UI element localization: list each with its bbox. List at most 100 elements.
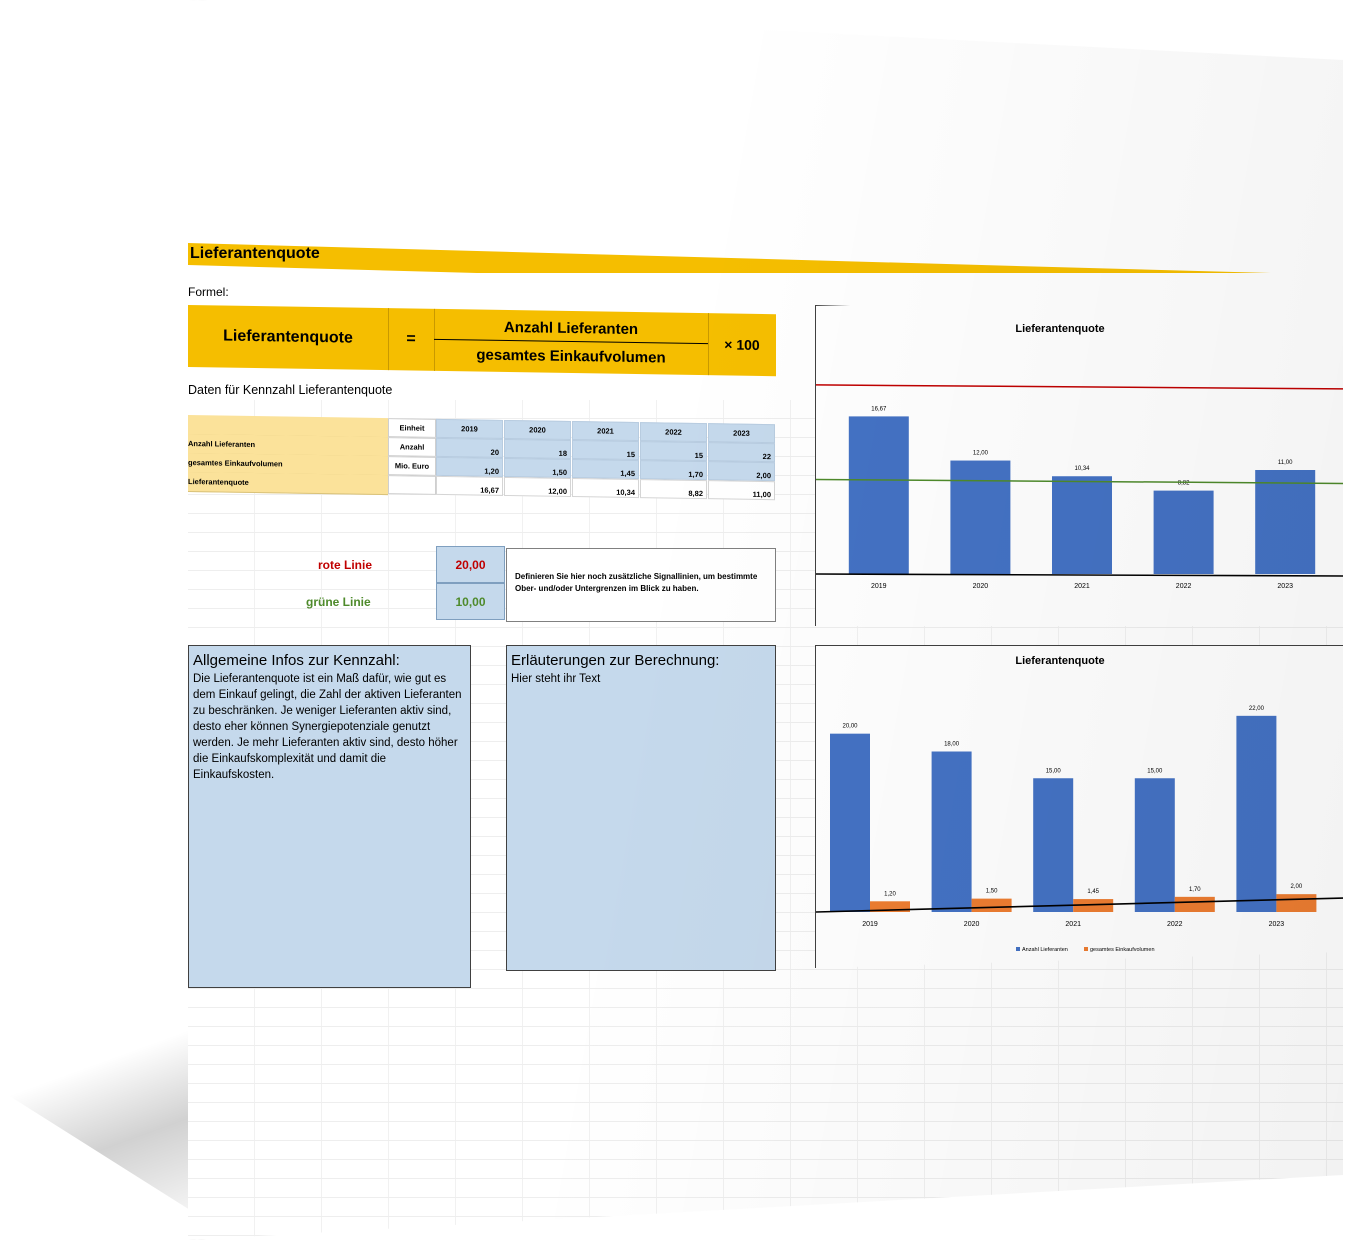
bar: [1255, 470, 1316, 574]
data-cell[interactable]: 1,45: [572, 459, 639, 480]
bar-suppliers: [1033, 778, 1074, 912]
data-label: 1,45: [1087, 889, 1099, 895]
year-header[interactable]: 2021: [572, 421, 639, 442]
x-tick-label: 2021: [1074, 583, 1090, 590]
bar: [848, 416, 909, 574]
red-signal-line: [816, 384, 1343, 390]
x-tick-label: 2022: [1167, 921, 1183, 928]
bar-volume: [1174, 896, 1215, 912]
bar-volume: [870, 901, 910, 912]
data-label: 10,34: [1074, 466, 1090, 472]
bar-volume: [1073, 899, 1114, 912]
green-line-label: grüne Linie: [306, 595, 371, 609]
data-label: 1,20: [884, 891, 896, 897]
x-tick-label: 2020: [973, 583, 989, 590]
data-cell[interactable]: 1,50: [504, 457, 571, 479]
formula-multiplier: × 100: [724, 336, 760, 353]
general-info-text: Die Lieferantenquote ist ein Maß dafür, …: [193, 673, 462, 781]
red-line-input[interactable]: 20,00: [436, 546, 505, 583]
row-unit[interactable]: [388, 475, 436, 495]
legend-swatch-volume: [1084, 947, 1088, 951]
title-bar: [188, 243, 1343, 273]
x-tick-label: 2020: [964, 921, 980, 928]
data-label: 18,00: [944, 742, 960, 748]
x-tick-label: 2019: [862, 921, 878, 928]
data-cell[interactable]: 18: [504, 438, 571, 460]
data-label: 15,00: [1046, 768, 1062, 774]
formula-label: Formel:: [188, 285, 229, 299]
x-tick-label: 2023: [1269, 921, 1285, 928]
legend-label-volume: gesamtes Einkaufvolumen: [1090, 947, 1155, 953]
components-chart-svg: Lieferantenquote 20,00 1,20 2019 18,00 1,50 20…: [816, 655, 1343, 953]
bar-suppliers: [1134, 778, 1175, 912]
row-unit[interactable]: Mio. Euro: [388, 456, 436, 476]
data-cell[interactable]: 1,70: [640, 460, 707, 481]
result-cell[interactable]: 11,00: [708, 480, 775, 501]
bar: [1052, 476, 1112, 574]
ratio-chart-svg: Lieferantenquote 16,67 2019 12,00 2020 10,34 2…: [816, 323, 1343, 590]
ratio-chart[interactable]: Lieferantenquote 16,67 2019 12,00 2020 10,34 2…: [815, 305, 1343, 626]
general-info-heading: Allgemeine Infos zur Kennzahl:: [193, 652, 400, 669]
data-cell[interactable]: 2,00: [708, 461, 775, 482]
bar-suppliers: [830, 733, 870, 912]
formula-name: Lieferantenquote: [188, 305, 389, 371]
bar-volume: [1276, 894, 1317, 912]
unit-header[interactable]: Einheit: [388, 418, 436, 438]
data-label: 22,00: [1249, 706, 1265, 712]
bar-suppliers: [931, 751, 972, 912]
general-info-box[interactable]: Allgemeine Infos zur Kennzahl: Die Liefe…: [188, 645, 471, 988]
year-header[interactable]: 2020: [504, 419, 571, 441]
x-tick-label: 2021: [1065, 921, 1081, 928]
data-label: 1,70: [1189, 887, 1201, 893]
legend-swatch-suppliers: [1016, 947, 1020, 951]
chart-title: Lieferantenquote: [1015, 323, 1104, 335]
x-axis: [816, 573, 1343, 577]
page-title: Lieferantenquote: [190, 245, 320, 262]
result-cell[interactable]: 8,82: [640, 479, 707, 500]
data-label: 11,00: [1278, 460, 1293, 466]
spreadsheet-page: Lieferantenquote Formel: Lieferantenquot…: [188, 0, 1343, 1240]
formula-fraction: Anzahl Lieferanten gesamtes Einkaufvolum…: [434, 308, 709, 376]
green-signal-line: [816, 478, 1343, 485]
red-line-label: rote Linie: [318, 558, 373, 572]
calculation-info-heading: Erläuterungen zur Berechnung:: [511, 652, 720, 669]
data-label: 16,67: [871, 406, 887, 412]
bar-suppliers: [1236, 715, 1277, 912]
year-header[interactable]: 2023: [708, 423, 775, 444]
data-label: 15,00: [1147, 768, 1163, 774]
year-header[interactable]: 2022: [640, 422, 707, 443]
data-label: 8,82: [1178, 481, 1190, 487]
chart-title: Lieferantenquote: [1015, 655, 1104, 667]
legend-label-suppliers: Anzahl Lieferanten: [1022, 947, 1068, 953]
formula-box: Lieferantenquote = Anzahl Lieferanten ge…: [188, 305, 776, 377]
data-label: 2,00: [1291, 884, 1303, 890]
x-tick-label: 2022: [1176, 583, 1192, 590]
calculation-info-text: Hier steht ihr Text: [511, 673, 601, 685]
result-cell[interactable]: 10,34: [572, 478, 639, 499]
calculation-info-box[interactable]: Erläuterungen zur Berechnung: Hier steht…: [506, 645, 776, 971]
data-cell[interactable]: 22: [708, 442, 775, 463]
result-cell[interactable]: 16,67: [436, 475, 503, 496]
green-line-input[interactable]: 10,00: [436, 583, 505, 620]
data-cell[interactable]: 15: [640, 441, 707, 462]
row-label[interactable]: Lieferantenquote: [188, 472, 388, 496]
bar: [950, 460, 1011, 574]
bar-volume: [971, 898, 1012, 912]
x-tick-label: 2023: [1277, 583, 1293, 590]
data-label: 20,00: [842, 724, 858, 730]
row-unit[interactable]: Anzahl: [388, 437, 436, 457]
year-header[interactable]: 2019: [436, 418, 503, 439]
data-cell[interactable]: 1,20: [436, 456, 503, 477]
data-label: 1,50: [986, 889, 998, 895]
result-cell[interactable]: 12,00: [504, 476, 571, 498]
bar: [1153, 490, 1214, 574]
components-chart[interactable]: Lieferantenquote 20,00 1,20 2019 18,00 1,50 20…: [815, 645, 1343, 968]
data-label: 12,00: [973, 451, 989, 457]
formula-numerator: Anzahl Lieferanten: [434, 317, 708, 344]
data-cell[interactable]: 20: [436, 437, 503, 458]
signal-note: Definieren Sie hier noch zusätzliche Sig…: [506, 548, 776, 622]
data-section-label: Daten für Kennzahl Lieferantenquote: [188, 383, 393, 397]
formula-denominator: gesamtes Einkaufvolumen: [476, 346, 666, 367]
data-table: Einheit 2019 2020 2021 2022 2023 Anzahl …: [188, 415, 776, 501]
data-cell[interactable]: 15: [572, 440, 639, 461]
